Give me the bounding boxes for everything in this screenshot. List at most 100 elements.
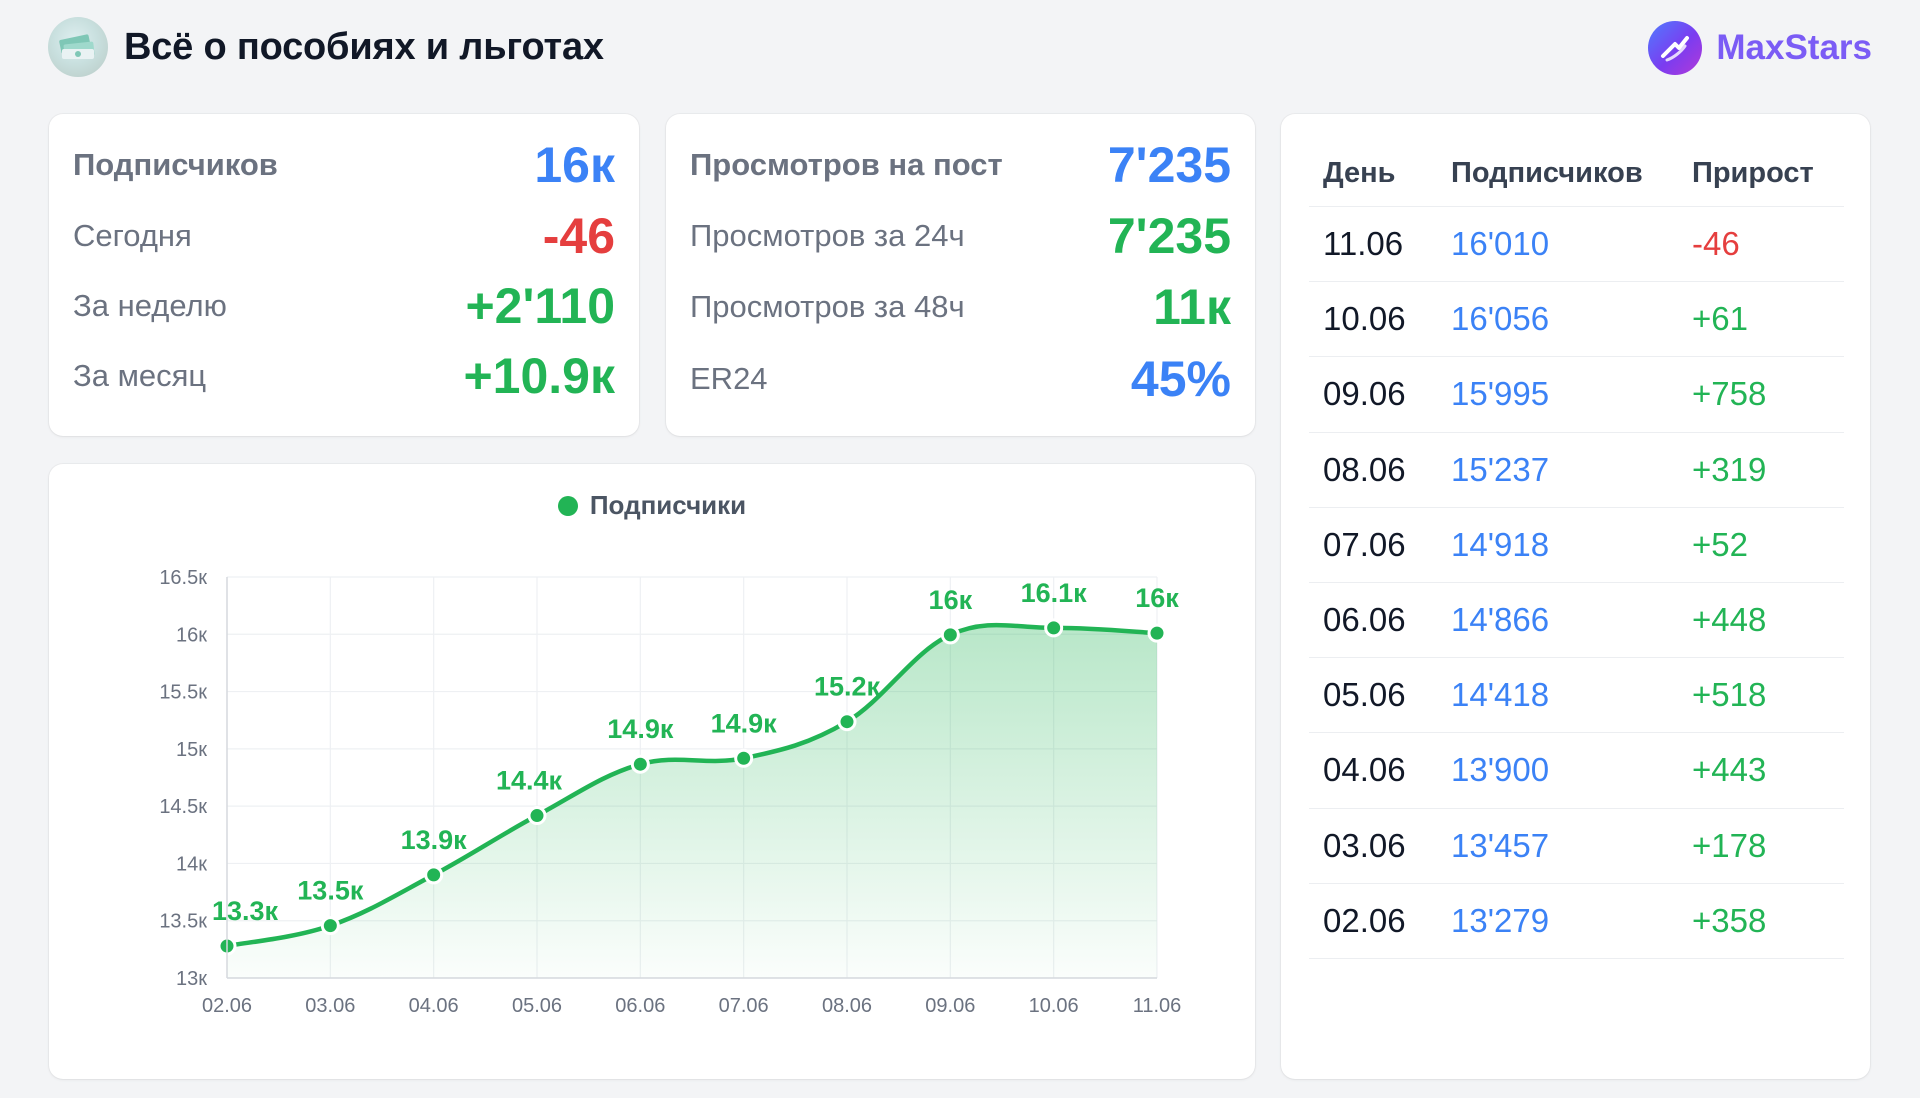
- cell-subscribers: 16'010: [1451, 225, 1550, 262]
- y-tick-label: 15.5к: [159, 682, 207, 704]
- channel-avatar[interactable]: [48, 17, 108, 77]
- table-header: День Подписчиков Прирост: [1323, 146, 1843, 200]
- chart-legend[interactable]: Подписчики: [49, 490, 1255, 521]
- table-row: 09.06 15'995 +758: [1323, 357, 1843, 432]
- stat-value: +10.9к: [463, 348, 615, 404]
- cell-day: 07.06: [1323, 525, 1406, 563]
- data-label: 16.1к: [1021, 578, 1088, 608]
- data-label: 14.9к: [711, 708, 778, 738]
- cell-day: 09.06: [1323, 375, 1406, 413]
- series-area: [227, 625, 1157, 978]
- x-tick-label: 11.06: [1133, 995, 1182, 1017]
- channel-header: Всё о пособиях и льготах: [48, 16, 604, 78]
- cell-day: 06.06: [1323, 601, 1406, 638]
- x-tick-label: 07.06: [719, 995, 769, 1017]
- cell-day: 10.06: [1323, 300, 1406, 338]
- column-header-growth: Прирост: [1692, 156, 1814, 189]
- cell-subscribers: 13'900: [1451, 751, 1550, 789]
- data-label: 14.9к: [607, 714, 674, 744]
- stat-row-views-per-post: Просмотров на пост 7'235: [690, 135, 1231, 195]
- cell-growth: +443: [1692, 751, 1767, 789]
- data-point[interactable]: [1147, 623, 1167, 643]
- cell-day: 04.06: [1323, 751, 1406, 789]
- table-row: 03.06 13'457 +178: [1323, 809, 1843, 884]
- column-header-subscribers: Подписчиков: [1451, 156, 1643, 189]
- stat-value: 7'235: [1107, 208, 1231, 264]
- stat-row-er24: ER24 45%: [690, 349, 1231, 409]
- table-divider: [1309, 958, 1844, 959]
- cell-growth: -46: [1692, 225, 1740, 262]
- cell-subscribers: 13'457: [1451, 826, 1550, 864]
- brand-name: MaxStars: [1716, 28, 1872, 67]
- data-label: 15.2к: [814, 672, 881, 702]
- table-row: 07.06 14'918 +52: [1323, 508, 1843, 583]
- x-tick-label: 06.06: [615, 995, 665, 1017]
- data-point[interactable]: [320, 916, 340, 936]
- stat-value: +2'110: [465, 278, 615, 334]
- cell-day: 02.06: [1323, 901, 1406, 939]
- data-point[interactable]: [1044, 618, 1064, 638]
- y-tick-label: 13к: [176, 968, 207, 990]
- y-tick-label: 16.5к: [159, 567, 207, 589]
- stat-label: Сегодня: [73, 218, 192, 253]
- views-stats-card: Просмотров на пост 7'235 Просмотров за 2…: [666, 114, 1255, 436]
- table-divider: [1309, 807, 1844, 809]
- channel-title: Всё о пособиях и льготах: [124, 25, 604, 68]
- table-divider: [1309, 206, 1844, 207]
- x-tick-label: 03.06: [305, 995, 355, 1017]
- table-divider: [1309, 356, 1844, 358]
- cell-subscribers: 14'418: [1451, 676, 1550, 714]
- stat-value: 45%: [1130, 351, 1231, 407]
- x-tick-label: 10.06: [1029, 995, 1079, 1017]
- table-row: 06.06 14'866 +448: [1323, 583, 1843, 658]
- data-point[interactable]: [837, 712, 857, 732]
- cell-day: 05.06: [1323, 676, 1406, 714]
- data-label: 16к: [929, 585, 973, 615]
- y-tick-label: 16к: [176, 624, 207, 646]
- x-tick-label: 08.06: [822, 995, 872, 1017]
- cell-day: 08.06: [1323, 450, 1406, 488]
- table-divider: [1309, 506, 1844, 508]
- y-tick-label: 14к: [176, 853, 207, 875]
- cell-subscribers: 14'866: [1451, 601, 1550, 638]
- cell-subscribers: 13'279: [1451, 901, 1550, 939]
- cell-growth: +758: [1692, 375, 1767, 413]
- stat-label: Просмотров на пост: [690, 147, 1003, 182]
- stat-label: Просмотров за 48ч: [690, 289, 965, 324]
- data-label: 13.9к: [401, 825, 468, 855]
- y-tick-label: 14.5к: [159, 796, 207, 818]
- legend-marker: [557, 496, 578, 516]
- data-point[interactable]: [940, 625, 960, 645]
- data-label: 14.4к: [496, 766, 563, 796]
- data-point[interactable]: [424, 865, 444, 885]
- data-point[interactable]: [527, 806, 547, 826]
- stat-row-week: За неделю +2'110: [73, 276, 615, 336]
- stat-value: 16к: [534, 137, 615, 193]
- stat-label: Подписчиков: [73, 147, 278, 182]
- cell-subscribers: 15'995: [1451, 375, 1550, 413]
- table-row: 10.06 16'056 +61: [1323, 282, 1843, 357]
- cell-growth: +52: [1692, 525, 1748, 563]
- series-line: [226, 622, 1158, 949]
- data-point[interactable]: [734, 748, 754, 768]
- cell-subscribers: 16'056: [1451, 300, 1550, 338]
- stat-label: Просмотров за 24ч: [690, 218, 965, 253]
- stat-value: 7'235: [1107, 137, 1231, 193]
- column-header-day: День: [1323, 156, 1396, 189]
- cell-growth: +319: [1692, 450, 1767, 488]
- x-tick-label: 09.06: [925, 995, 975, 1017]
- data-point[interactable]: [630, 754, 650, 774]
- y-tick-label: 15к: [176, 739, 207, 761]
- stat-label: ER24: [690, 361, 768, 396]
- brand[interactable]: MaxStars: [1648, 20, 1872, 76]
- table-divider: [1309, 882, 1844, 884]
- cell-growth: +448: [1692, 601, 1767, 638]
- cell-subscribers: 14'918: [1451, 525, 1550, 563]
- cell-subscribers: 15'237: [1451, 450, 1550, 488]
- stat-row-subscribers: Подписчиков 16к: [73, 135, 615, 195]
- x-tick-label: 05.06: [512, 995, 562, 1017]
- stat-row-today: Сегодня -46: [73, 206, 615, 266]
- stat-row-views-48h: Просмотров за 48ч 11к: [690, 277, 1231, 337]
- table-row: 08.06 15'237 +319: [1323, 433, 1843, 508]
